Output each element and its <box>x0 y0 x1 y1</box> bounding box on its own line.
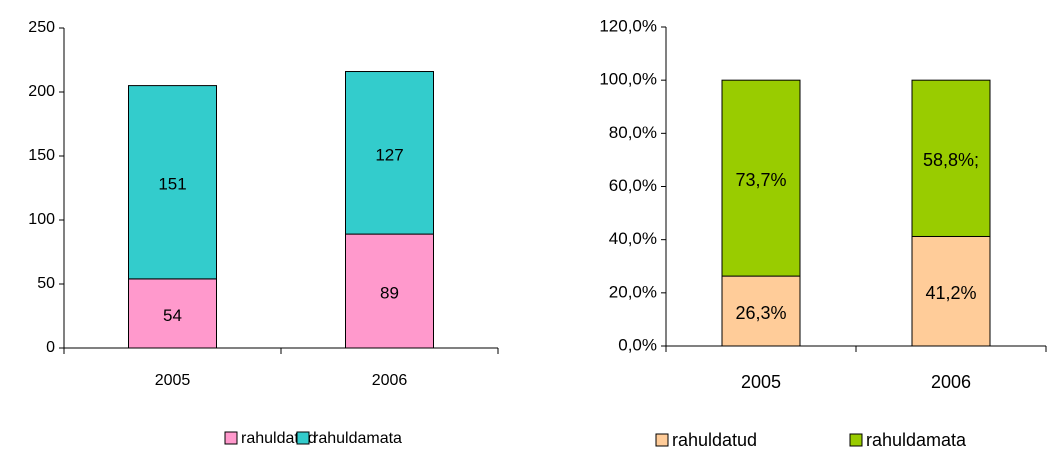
legend-swatch <box>655 433 669 447</box>
value-label: 73,7% <box>735 170 786 190</box>
legend-swatch <box>224 431 238 445</box>
y-tick-label: 60,0% <box>609 176 657 195</box>
legend-label: rahuldamata <box>313 430 402 447</box>
y-tick-label: 200 <box>28 83 55 100</box>
value-label: 54 <box>163 306 182 325</box>
value-label: 58,8%; <box>923 150 979 170</box>
bar-segment <box>128 85 217 280</box>
bar-segment <box>345 71 434 235</box>
y-tick-label: 150 <box>28 147 55 164</box>
y-tick-label: 0 <box>46 339 55 356</box>
y-tick-label: 50 <box>37 275 55 292</box>
x-tick-label: 2006 <box>931 372 971 392</box>
y-tick-label: 0,0% <box>618 335 657 354</box>
x-tick-label: 2005 <box>741 372 781 392</box>
y-tick-label: 120,0% <box>599 16 657 35</box>
bar-segment <box>345 233 434 349</box>
bar-segment <box>128 278 217 349</box>
x-tick-label: 2005 <box>155 372 191 389</box>
value-label: 151 <box>158 175 186 194</box>
x-tick-label: 2006 <box>372 372 408 389</box>
legend-label: rahuldatud <box>672 430 757 450</box>
value-label: 41,2% <box>925 283 976 303</box>
bar-segment <box>911 79 991 237</box>
value-label: 26,3% <box>735 303 786 323</box>
y-tick-label: 100 <box>28 211 55 228</box>
legend-swatch <box>296 431 310 445</box>
legend-swatch <box>849 433 863 447</box>
bar-segment <box>721 79 801 277</box>
y-tick-label: 100,0% <box>599 70 657 89</box>
legend-label: rahuldamata <box>866 430 967 450</box>
value-label: 127 <box>375 145 403 164</box>
bar-segment <box>911 235 991 347</box>
y-tick-label: 40,0% <box>609 229 657 248</box>
value-label: 89 <box>380 284 399 303</box>
y-tick-label: 20,0% <box>609 282 657 301</box>
y-tick-label: 250 <box>28 19 55 36</box>
y-tick-label: 80,0% <box>609 123 657 142</box>
